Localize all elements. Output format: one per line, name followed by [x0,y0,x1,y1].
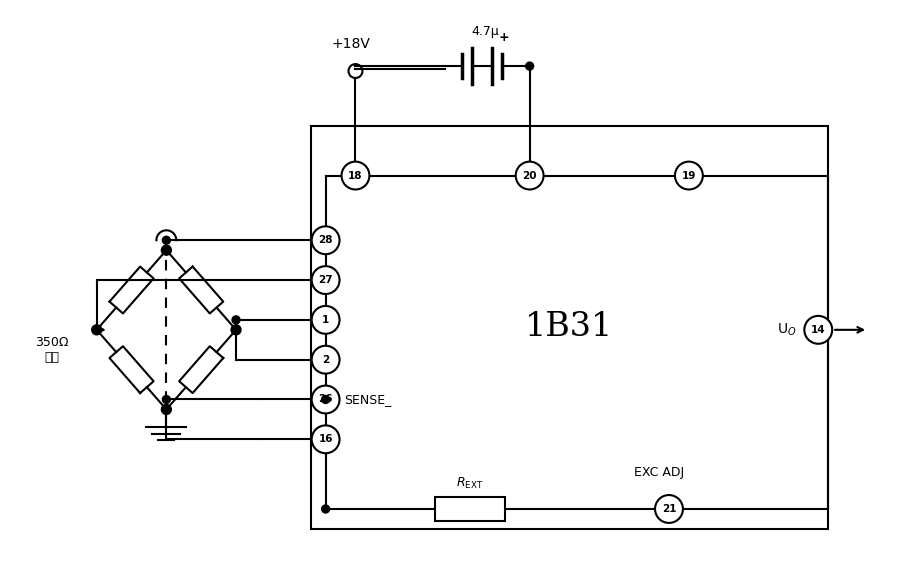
Text: 20: 20 [523,171,537,180]
Text: 350Ω
电桥: 350Ω 电桥 [35,336,69,364]
Circle shape [162,404,172,414]
Text: +18V: +18V [331,37,370,51]
Text: 19: 19 [682,171,696,180]
Circle shape [342,162,369,189]
Circle shape [312,386,340,414]
Circle shape [312,346,340,374]
Polygon shape [179,267,224,314]
Circle shape [525,62,534,70]
Bar [311,126,828,529]
Text: 2: 2 [322,355,329,364]
Text: 1B31: 1B31 [525,311,614,343]
Text: U$_O$: U$_O$ [777,322,796,338]
Polygon shape [179,346,224,393]
Text: 27: 27 [318,275,333,285]
Circle shape [232,316,240,324]
Circle shape [322,505,330,513]
Text: 26: 26 [318,394,333,404]
Text: 21: 21 [662,504,676,514]
Polygon shape [109,346,154,393]
Text: 1: 1 [322,315,329,325]
Circle shape [92,325,102,335]
Text: $R_{\rm EXT}$: $R_{\rm EXT}$ [456,476,484,491]
Circle shape [675,162,703,189]
Circle shape [655,495,683,523]
Circle shape [312,226,340,254]
Circle shape [312,425,340,453]
Text: SENSE_: SENSE_ [345,393,392,406]
Circle shape [312,306,340,334]
Circle shape [515,162,544,189]
Text: 14: 14 [811,325,825,335]
Text: +: + [498,31,509,44]
Circle shape [312,266,340,294]
Circle shape [231,325,241,335]
Circle shape [804,316,833,344]
Circle shape [163,396,170,404]
Text: EXC ADJ: EXC ADJ [634,466,684,479]
Text: 16: 16 [318,434,333,444]
Text: 28: 28 [318,235,333,246]
Circle shape [163,236,170,244]
Text: 4.7μ: 4.7μ [471,25,499,38]
Text: 18: 18 [348,171,363,180]
Polygon shape [109,267,154,314]
Bar [435,497,504,521]
Circle shape [162,245,172,255]
Circle shape [322,396,330,404]
